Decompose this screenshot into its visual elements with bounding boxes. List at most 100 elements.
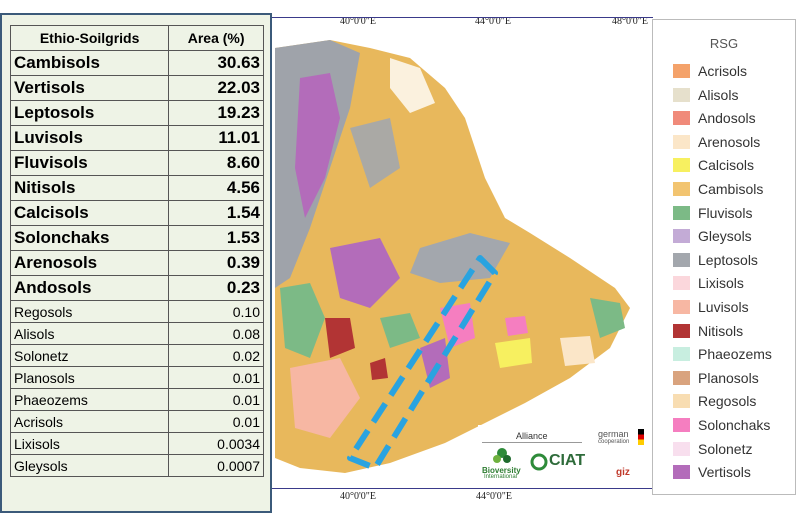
area-value-cell: 0.0034	[168, 432, 264, 455]
soil-name-cell: Solonchaks	[9, 225, 170, 251]
soil-name-cell: Leptosols	[9, 100, 170, 126]
legend-item: Phaeozems	[673, 345, 772, 363]
map-region-arenosols	[560, 336, 595, 366]
map-coord-bottom-2: 44°0'0"E	[476, 491, 512, 502]
map-region-nitisols	[325, 318, 355, 358]
legend-item: Gleysols	[673, 227, 752, 245]
legend-swatch	[673, 205, 690, 220]
area-value-cell: 0.01	[168, 388, 264, 411]
german-flag-icon	[638, 429, 644, 445]
legend-swatch	[673, 418, 690, 432]
legend-label: Planosols	[698, 369, 759, 386]
legend-label: Arenosols	[698, 133, 761, 150]
legend-item: Calcisols	[673, 156, 754, 174]
map-region-luvisols	[290, 358, 360, 438]
legend-item: Regosols	[673, 392, 756, 410]
legend-label: Andosols	[698, 110, 756, 127]
soil-name-cell: Calcisols	[9, 200, 170, 226]
header-area: Area (%)	[168, 25, 264, 51]
legend-label: Calcisols	[698, 157, 755, 174]
legend-item: Andosols	[673, 109, 756, 127]
header-soilgrids: Ethio-Soilgrids	[9, 25, 170, 51]
table-row: Leptosols 19.23	[9, 100, 264, 126]
soil-area-table-panel: Ethio-Soilgrids Area (%) Cambisols 30.63 V…	[0, 13, 272, 513]
soil-name-cell: Fluvisols	[9, 150, 170, 176]
legend-title: RSG	[709, 36, 739, 51]
table-row: Arenosols 0.39	[9, 250, 264, 276]
soil-name-cell: Lixisols	[9, 432, 170, 455]
table-row: Regosols 0.10	[9, 300, 264, 323]
table-row: Nitisols 4.56	[9, 175, 264, 201]
soil-name-cell: Regosols	[9, 300, 170, 323]
table-row: Andosols 0.23	[9, 275, 264, 301]
legend-item: Alisols	[673, 86, 738, 104]
area-value-cell: 1.54	[168, 200, 264, 226]
legend-label: Fluvisols	[698, 204, 753, 221]
legend-item: Acrisols	[673, 62, 747, 80]
map-highlight-corridor	[347, 255, 498, 471]
bioversity-leaf-icon	[493, 448, 511, 463]
table-row: Solonetz 0.02	[9, 344, 264, 367]
legend-swatch	[673, 441, 690, 456]
table-row: Planosols 0.01	[9, 366, 264, 389]
soil-name-cell: Arenosols	[9, 250, 170, 276]
table-row: Calcisols 1.54	[9, 200, 264, 226]
giz-label: giz	[616, 467, 630, 478]
legend-swatch	[673, 87, 690, 102]
legend-item: Planosols	[673, 369, 759, 387]
legend-label: Nitisols	[698, 322, 744, 339]
soil-name-cell: Solonetz	[9, 344, 170, 367]
soil-name-cell: Andosols	[9, 275, 170, 301]
map-region-leptosols-2	[410, 233, 510, 283]
legend-swatch	[673, 300, 690, 314]
table-row: Fluvisols 8.60	[9, 150, 264, 176]
area-value-cell: 8.60	[168, 150, 264, 176]
legend-item: Cambisols	[673, 180, 763, 198]
soil-name-cell: Phaeozems	[9, 388, 170, 411]
area-value-cell: 11.01	[168, 125, 264, 151]
legend-item: Lixisols	[673, 274, 744, 292]
map-region-solonchaks-2	[505, 316, 528, 336]
alliance-label: Alliance	[516, 431, 548, 441]
partner-logos: Alliance Bioversity International CIAT g…	[478, 425, 652, 487]
legend-label: Alisols	[698, 86, 739, 103]
legend-swatch	[673, 158, 690, 173]
table-row: Gleysols 0.0007	[9, 454, 264, 477]
area-value-cell: 0.02	[168, 344, 264, 367]
legend-item: Solonetz	[673, 440, 752, 458]
soil-name-cell: Vertisols	[9, 75, 170, 101]
map-region-leptosols-3	[350, 118, 400, 188]
legend-label: Leptosols	[698, 251, 758, 268]
legend-item: Fluvisols	[673, 204, 752, 222]
legend-swatch	[673, 347, 690, 362]
area-value-cell: 0.01	[168, 366, 264, 389]
soil-name-cell: Cambisols	[9, 50, 170, 76]
area-value-cell: 0.10	[168, 300, 264, 323]
legend-item: Solonchaks	[673, 416, 770, 434]
ciat-label: CIAT	[549, 452, 586, 469]
soil-name-cell: Alisols	[9, 322, 170, 345]
legend-label: Gleysols	[698, 228, 752, 245]
map-region-white-patch	[390, 58, 435, 113]
bioversity-label: Bioversity	[482, 466, 521, 475]
map-coord-top-2: 44°0'0"E	[475, 17, 511, 27]
legend-label: Solonetz	[698, 440, 753, 457]
rsg-legend: RSG Acrisols Alisols Andosols Arenosols Calc…	[652, 19, 796, 495]
area-value-cell: 19.23	[168, 100, 264, 126]
soil-name-cell: Acrisols	[9, 410, 170, 433]
ciat-logo-icon	[530, 453, 548, 471]
legend-swatch	[673, 182, 690, 196]
legend-label: Cambisols	[698, 181, 764, 197]
map-region-calcisols	[495, 338, 532, 368]
soil-area-table: Ethio-Soilgrids Area (%) Cambisols 30.63 V…	[9, 25, 264, 477]
legend-label: Phaeozems	[698, 346, 772, 363]
legend-item: Vertisols	[673, 463, 751, 481]
legend-label: Luvisols	[698, 299, 749, 315]
german-label: german	[598, 429, 629, 439]
area-value-cell: 4.56	[168, 175, 264, 201]
soil-map: 40°0'0"E 44°0'0"E 48°0'0"E	[270, 17, 653, 489]
area-value-cell: 30.63	[168, 50, 264, 76]
area-value-cell: 0.01	[168, 410, 264, 433]
table-header-row: Ethio-Soilgrids Area (%)	[9, 25, 264, 51]
table-row: Solonchaks 1.53	[9, 225, 264, 251]
